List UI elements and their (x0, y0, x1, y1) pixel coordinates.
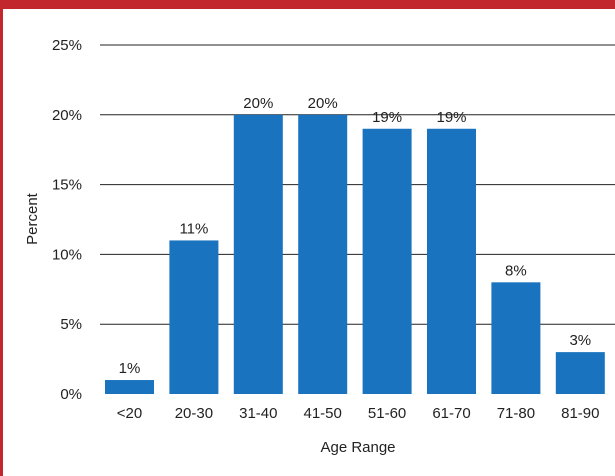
bar-71-80 (491, 282, 540, 394)
y-tick-label: 15% (52, 177, 82, 194)
x-tick-label: 81-90 (561, 405, 599, 422)
bar-data-label: 20% (243, 95, 273, 112)
y-axis-tick-labels: 0% 5% 10% 15% 20% 25% (52, 37, 82, 403)
x-axis-title: Age Range (320, 439, 395, 456)
y-tick-label: 0% (60, 386, 82, 403)
bar-41-50 (298, 115, 347, 394)
x-tick-label: <20 (117, 405, 142, 422)
bar-data-label: 19% (372, 109, 402, 126)
x-tick-label: 20-30 (175, 405, 213, 422)
bar-data-label: 3% (569, 332, 591, 349)
y-axis-title: Percent (24, 192, 41, 245)
y-tick-label: 20% (52, 107, 82, 124)
x-tick-label: 31-40 (239, 405, 277, 422)
bar-20-30 (169, 240, 218, 394)
y-tick-label: 5% (60, 316, 82, 333)
x-tick-label: 71-80 (497, 405, 535, 422)
y-tick-label: 25% (52, 37, 82, 54)
bar-51-60 (363, 129, 412, 394)
bar-data-label: 11% (179, 220, 208, 237)
bar-61-70 (427, 129, 476, 394)
bar-data-label: 19% (436, 109, 466, 126)
bar-data-label: 20% (308, 95, 338, 112)
bar-data-label: 1% (119, 360, 141, 377)
x-axis-tick-labels: <20 20-30 31-40 41-50 51-60 61-70 71-80 81-90 (117, 405, 600, 422)
bar-81-90 (556, 352, 605, 394)
bar-31-40 (234, 115, 283, 394)
x-tick-label: 61-70 (432, 405, 470, 422)
bar-data-label: 8% (505, 262, 527, 279)
x-tick-label: 51-60 (368, 405, 406, 422)
y-tick-label: 10% (52, 246, 82, 263)
bar-<20 (105, 380, 154, 394)
x-tick-label: 41-50 (304, 405, 342, 422)
